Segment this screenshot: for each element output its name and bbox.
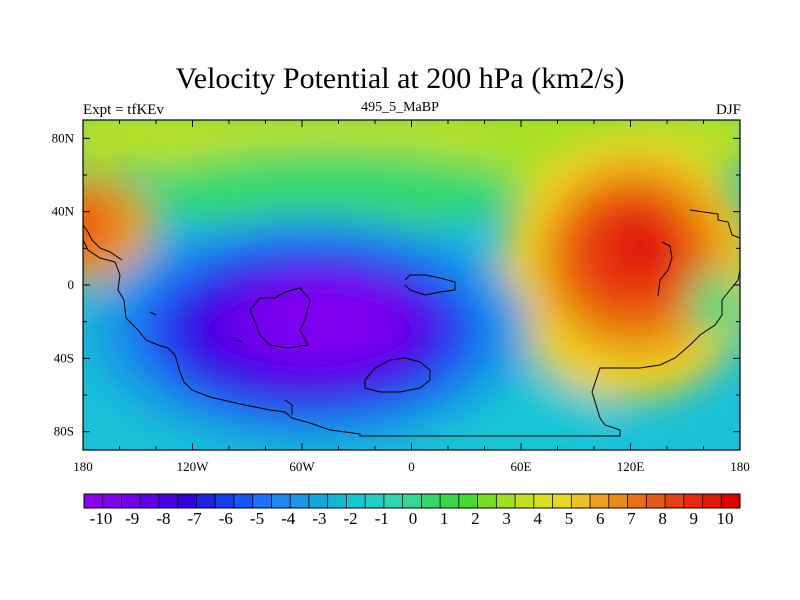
colorbar-swatch [121,494,141,508]
colorbar-swatch [421,494,441,508]
colorbar-label: -9 [125,509,139,528]
y-tick-label: 80N [52,130,75,145]
colorbar-swatch [702,494,722,508]
colorbar-swatch [233,494,253,508]
colorbar-swatch [327,494,347,508]
x-tick-label: 120W [177,459,210,474]
colorbar-swatch [383,494,403,508]
colorbar-label: 2 [471,509,480,528]
colorbar-swatch [196,494,216,508]
colorbar-swatch [646,494,666,508]
colorbar-label: 1 [440,509,449,528]
colorbar-swatch [84,494,104,508]
colorbar-swatch [290,494,310,508]
colorbar-label: -7 [188,509,203,528]
colorbar-swatch [571,494,591,508]
colorbar-swatch [496,494,516,508]
colorbar-swatch [533,494,553,508]
colorbar-label: 0 [409,509,418,528]
colorbar-labels: -10 -9 -8 -7 -6 -5 -4 -3 -2 -1 0 1 2 3 4 5 6 7 8 9 10 [90,509,734,528]
colorbar [83,493,741,509]
x-tick-label: 60W [289,459,315,474]
x-tick-label: 120E [617,459,645,474]
colorbar-frame [83,493,741,509]
colorbar-swatch [608,494,628,508]
colorbar-swatch [308,494,328,508]
x-tick-label: 180 [73,459,93,474]
plot-title: Velocity Potential at 200 hPa (km2/s) [175,62,625,95]
colorbar-label: -8 [156,509,170,528]
colorbar-label: 6 [596,509,605,528]
y-tick-label: 40N [52,204,75,219]
colorbar-label: -2 [344,509,358,528]
colorbar-swatch [102,494,122,508]
colorbar-swatch [177,494,197,508]
colorbar-label: 8 [658,509,667,528]
y-tick-label: 80S [54,424,74,439]
colorbar-label: 5 [565,509,574,528]
x-tick-label: 0 [408,459,415,474]
colorbar-swatch [515,494,535,508]
colorbar-swatch [665,494,685,508]
x-tick-label: 60E [511,459,532,474]
y-axis-labels: 80N 40N 0 40S 80S [52,130,75,438]
y-tick-label: 40S [54,350,74,365]
colorbar-label: 3 [502,509,511,528]
colorbar-swatch [271,494,291,508]
colorbar-label: -5 [250,509,264,528]
colorbar-label: 10 [717,509,734,528]
velocity-potential-field [83,120,740,450]
colorbar-label: -3 [312,509,326,528]
colorbar-swatch [402,494,422,508]
colorbar-swatch [215,494,235,508]
y-tick-label: 0 [68,277,75,292]
colorbar-swatch [721,494,741,508]
colorbar-swatch [158,494,179,508]
axis-ticks [82,120,741,450]
x-axis-labels: 180 120W 60W 0 60E 120E 180 [73,459,750,474]
colorbar-swatch [140,494,160,508]
run-id-label: 495_5_MaBP [361,100,439,115]
colorbar-swatch [552,494,572,508]
colorbar-swatch [590,494,610,508]
colorbar-swatch [365,494,385,508]
colorbar-label: 9 [690,509,699,528]
coastlines [83,209,740,437]
colorbar-swatch [627,494,647,508]
colorbar-label: 4 [534,509,543,528]
colorbar-swatch [440,494,460,508]
colorbar-swatch [458,494,478,508]
colorbar-swatch [477,494,497,508]
season-label: DJF [715,102,741,118]
experiment-label: Expt = tfKEv [83,102,164,118]
colorbar-swatch [683,494,703,508]
colorbar-label: 7 [627,509,636,528]
colorbar-label: -4 [281,509,296,528]
colorbar-swatch [346,494,366,508]
colorbar-swatch [252,494,272,508]
x-tick-label: 180 [730,459,750,474]
colorbar-label: -6 [219,509,233,528]
colorbar-label: -1 [375,509,389,528]
colorbar-label: -10 [90,509,113,528]
